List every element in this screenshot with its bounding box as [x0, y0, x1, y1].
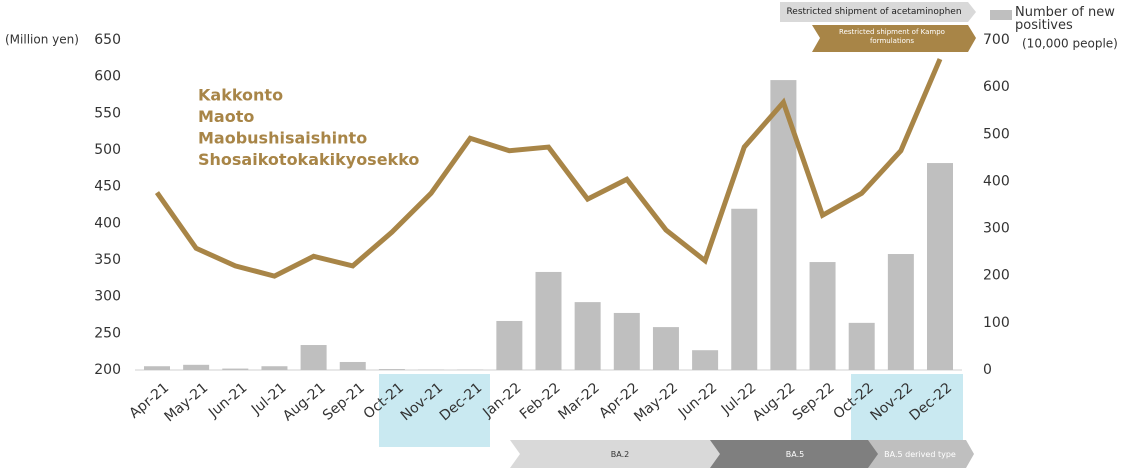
y-tick-label: 600: [94, 69, 121, 85]
annotation-arrow: [710, 440, 880, 468]
annotation-arrow: [812, 25, 976, 52]
y-tick-label: 300: [94, 289, 121, 305]
bar: [927, 163, 953, 370]
line-legend-label: Kakkonto: [198, 86, 283, 105]
y-tick-label: 550: [94, 105, 121, 121]
bar: [692, 350, 719, 370]
annotation-label: BA.5: [785, 450, 805, 459]
bar: [848, 322, 875, 370]
x-tick-label: Sep-21: [320, 380, 368, 424]
bar: [496, 320, 523, 370]
annotation-label: BA.5 derived type: [884, 450, 956, 459]
bar: [339, 361, 366, 370]
annotation-arrow: [868, 440, 974, 468]
y-tick-label: 650: [94, 32, 121, 48]
y2-tick-label: 200: [983, 268, 1010, 284]
x-tick-label: Sep-22: [790, 380, 838, 424]
x-tick-label: Aug-22: [750, 380, 799, 425]
bar: [222, 368, 249, 370]
bar: [378, 369, 405, 370]
y2-tick-label: 600: [983, 79, 1010, 95]
x-tick-label: May-22: [631, 380, 681, 425]
legend-swatch: [990, 10, 1012, 20]
bar: [652, 327, 679, 370]
bar: [887, 254, 914, 370]
annotation-label: Restricted shipment of Kampo formulation…: [839, 28, 945, 45]
x-tick-label: Jun-22: [675, 380, 720, 422]
x-tick-label: Feb-22: [517, 380, 564, 423]
line-legend-label: Maobushisaishinto: [198, 129, 367, 148]
y2-tick-label: 0: [983, 362, 992, 378]
y-tick-label: 200: [94, 362, 121, 378]
highlight-band: [379, 374, 490, 447]
bar: [144, 366, 170, 370]
y-tick-label: 500: [94, 142, 121, 158]
bar: [731, 208, 758, 370]
y-tick-label: 400: [94, 215, 121, 231]
bar: [535, 271, 562, 370]
bar: [809, 262, 836, 370]
y2-tick-label: 100: [983, 315, 1010, 331]
x-tick-label: Jun-21: [205, 380, 250, 422]
legend-bar-label: Number of new positives: [1015, 5, 1115, 33]
y2-axis-label: (10,000 people): [1022, 37, 1118, 51]
y2-tick-label: 300: [983, 221, 1010, 237]
annotation-arrow: [780, 2, 976, 22]
annotation-label: Restricted shipment of acetaminophen: [786, 7, 962, 17]
bar: [261, 366, 288, 370]
bar: [300, 345, 327, 370]
bar: [183, 364, 210, 370]
line: [154, 58, 943, 279]
y-axis-label: (Million yen): [5, 33, 79, 47]
line-legend-label: Maoto: [198, 107, 254, 126]
y2-tick-label: 500: [983, 126, 1010, 142]
bar: [574, 302, 601, 370]
x-tick-label: May-21: [161, 380, 211, 425]
bar: [613, 312, 640, 370]
y-tick-label: 450: [94, 179, 121, 195]
x-tick-label: Aug-21: [280, 380, 329, 425]
annotation-label: BA.2: [610, 450, 630, 459]
line-legend-label: Shosaikotokakikyosekko: [198, 150, 419, 169]
y2-tick-label: 400: [983, 173, 1010, 189]
annotation-arrow: [510, 440, 722, 468]
highlight-band: [851, 374, 963, 447]
y2-tick-label: 700: [983, 32, 1010, 48]
x-tick-label: Mar-22: [555, 380, 602, 423]
y-tick-label: 250: [94, 325, 121, 341]
y-tick-label: 350: [94, 252, 121, 268]
